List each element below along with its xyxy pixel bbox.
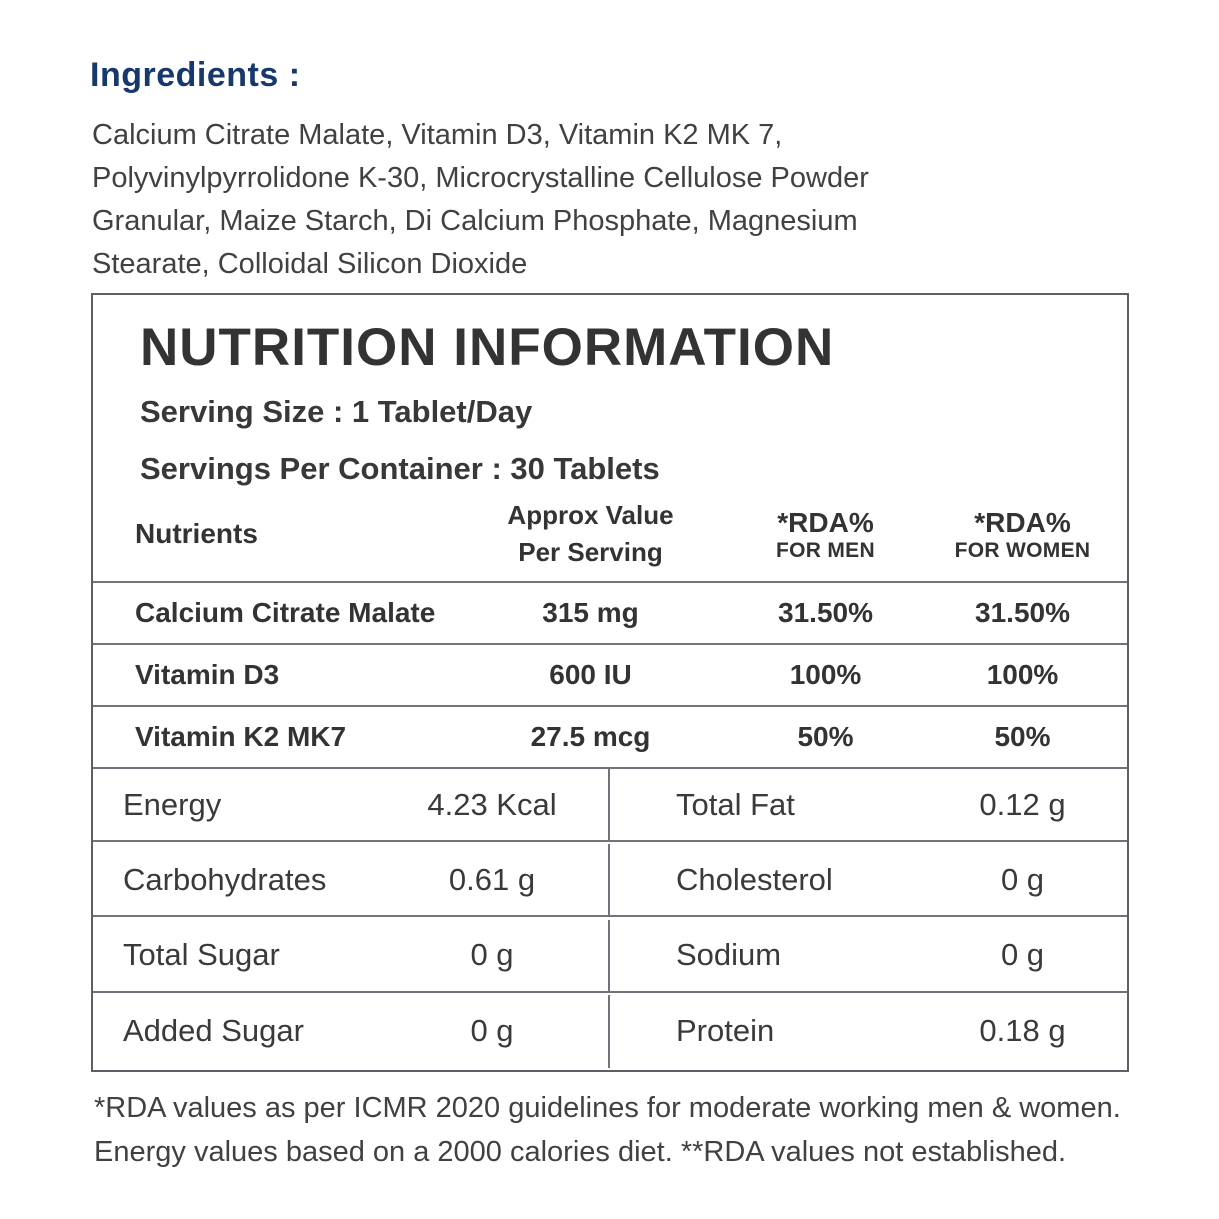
fact-cell-cholesterol: Cholesterol 0 g <box>610 844 1127 918</box>
fact-cell-energy: Energy 4.23 Kcal <box>93 769 610 843</box>
nutrients-header-row: Nutrients Approx Value Per Serving *RDA%… <box>93 487 1127 584</box>
nutrient-name: Vitamin D3 <box>135 659 280 691</box>
fact-value: 0 g <box>470 937 514 973</box>
column-header-rda-women: *RDA% FOR WOMEN <box>918 506 1127 564</box>
nutrition-title: NUTRITION INFORMATION <box>140 318 835 377</box>
fact-cell-total-sugar: Total Sugar 0 g <box>93 919 610 993</box>
table-row: Vitamin K2 MK7 27.5 mcg 50% 50% <box>93 707 1127 770</box>
nutrient-name: Vitamin K2 MK7 <box>135 721 347 753</box>
column-header-rda-men: *RDA% FOR MEN <box>733 506 918 564</box>
fact-label: Protein <box>676 1013 775 1049</box>
nutrition-panel-header: NUTRITION INFORMATION Serving Size : 1 T… <box>93 295 1127 487</box>
fact-value: 0.18 g <box>979 1013 1066 1049</box>
nutrition-panel: NUTRITION INFORMATION Serving Size : 1 T… <box>91 293 1129 1072</box>
rda-men-value: 50% <box>797 721 854 753</box>
table-row: Vitamin D3 600 IU 100% 100% <box>93 645 1127 708</box>
fact-value: 0.12 g <box>979 786 1066 822</box>
fact-value: 0.61 g <box>448 861 536 897</box>
fact-cell-sodium: Sodium 0 g <box>610 920 1127 993</box>
rda-women-bottom: FOR WOMEN <box>954 539 1091 563</box>
ingredients-heading: Ingredients : <box>90 56 301 94</box>
fact-label: Cholesterol <box>676 861 833 897</box>
rda-women-value: 100% <box>986 659 1059 691</box>
nutrient-value: 27.5 mcg <box>530 721 651 753</box>
fact-cell-carbohydrates: Carbohydrates 0.61 g <box>93 844 610 918</box>
servings-per-container: Servings Per Container : 30 Tablets <box>140 451 660 487</box>
nutrient-name: Calcium Citrate Malate <box>135 597 436 629</box>
table-row: Calcium Citrate Malate 315 mg 31.50% 31.… <box>93 583 1127 646</box>
serving-size: Serving Size : 1 Tablet/Day <box>140 394 533 430</box>
fact-label: Total Fat <box>676 786 795 822</box>
fact-value: 0 g <box>470 1013 514 1049</box>
fact-value: 0 g <box>1000 861 1045 897</box>
rda-men-value: 100% <box>789 659 862 691</box>
rda-women-top: *RDA% <box>974 506 1071 538</box>
fact-label: Energy <box>123 786 222 822</box>
fact-cell-protein: Protein 0.18 g <box>610 995 1127 1068</box>
fact-cell-total-fat: Total Fat 0.12 g <box>610 769 1127 843</box>
fact-label: Sodium <box>676 937 782 973</box>
rda-men-value: 31.50% <box>778 597 873 629</box>
fact-label: Carbohydrates <box>123 861 327 897</box>
fact-value: 0 g <box>1000 937 1045 973</box>
nutrient-value: 600 IU <box>549 659 632 691</box>
rda-men-top: *RDA% <box>777 506 874 538</box>
column-header-nutrients: Nutrients <box>135 518 258 550</box>
facts-grid: Energy 4.23 Kcal Total Fat 0.12 g Carboh… <box>93 769 1127 1070</box>
fact-value: 4.23 Kcal <box>427 786 557 822</box>
column-header-approx-value: Approx Value Per Serving <box>507 499 674 568</box>
fact-label: Added Sugar <box>123 1013 304 1049</box>
fact-cell-added-sugar: Added Sugar 0 g <box>93 994 610 1068</box>
fact-label: Total Sugar <box>123 937 280 973</box>
rda-men-bottom: FOR MEN <box>776 539 875 563</box>
nutrient-value: 315 mg <box>542 597 639 629</box>
rda-footnote: *RDA values as per ICMR 2020 guidelines … <box>94 1092 1121 1168</box>
ingredients-text: Calcium Citrate Malate, Vitamin D3, Vita… <box>92 119 869 280</box>
rda-women-value: 50% <box>994 721 1051 753</box>
rda-women-value: 31.50% <box>975 597 1070 629</box>
